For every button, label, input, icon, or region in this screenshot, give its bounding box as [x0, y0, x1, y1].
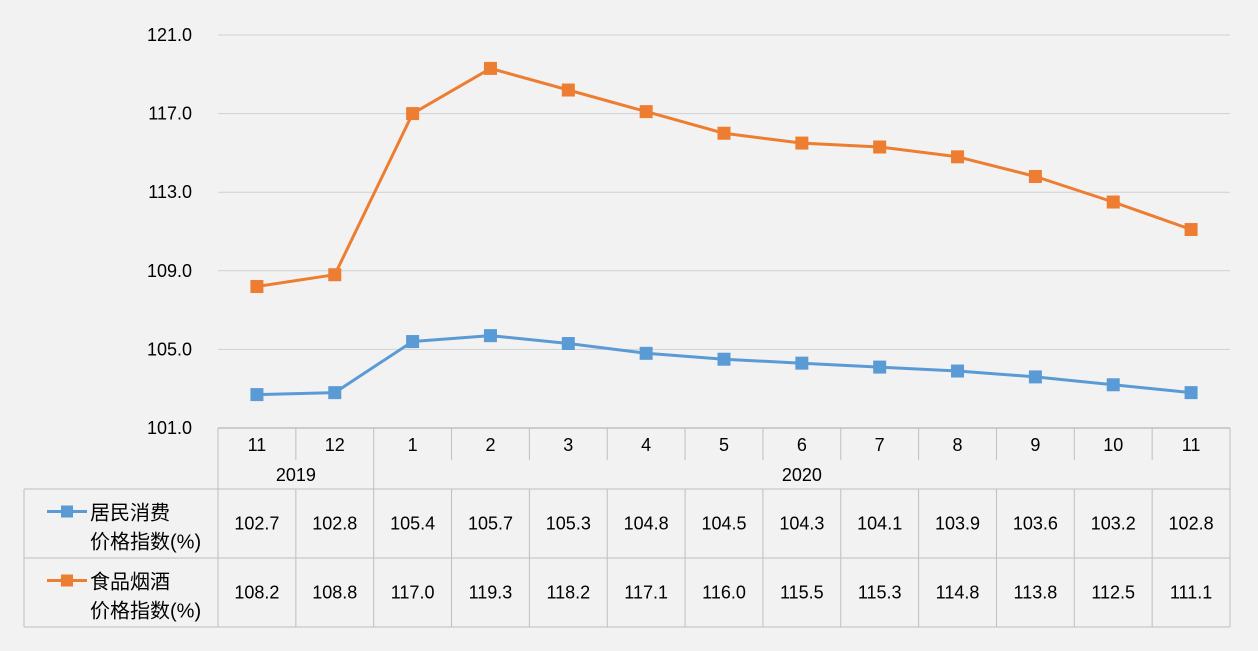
data-point — [561, 83, 575, 97]
category-label: 4 — [641, 435, 651, 455]
table-value: 104.1 — [857, 514, 902, 534]
y-tick-label: 101.0 — [147, 418, 192, 438]
category-label: 3 — [563, 435, 573, 455]
data-point — [406, 335, 420, 349]
table-value: 104.3 — [779, 514, 824, 534]
table-value: 103.9 — [935, 514, 980, 534]
legend-label-line1: 居民消费 — [90, 502, 170, 525]
table-value: 102.7 — [234, 514, 279, 534]
category-label: 5 — [719, 435, 729, 455]
data-point — [1028, 370, 1042, 384]
data-point — [717, 352, 731, 366]
legend-label-line1: 食品烟酒 — [90, 571, 170, 594]
data-point — [328, 268, 342, 282]
year-label: 2020 — [782, 465, 822, 485]
data-point — [1028, 169, 1042, 183]
table-value: 103.2 — [1091, 514, 1136, 534]
data-point — [951, 150, 965, 164]
y-tick-label: 105.0 — [147, 339, 192, 359]
table-value: 115.5 — [780, 583, 824, 603]
data-point — [951, 364, 965, 378]
data-point — [250, 388, 264, 402]
data-point — [483, 329, 497, 343]
table-value: 104.5 — [701, 514, 746, 534]
table-value: 116.0 — [702, 583, 746, 603]
y-tick-label: 117.0 — [148, 104, 192, 124]
y-tick-label: 113.0 — [148, 182, 192, 202]
category-label: 12 — [325, 435, 345, 455]
table-value: 105.4 — [390, 514, 435, 534]
data-point — [483, 61, 497, 75]
y-tick-label: 121.0 — [147, 25, 192, 45]
category-label: 6 — [797, 435, 807, 455]
data-point — [1184, 386, 1198, 400]
category-label: 1 — [408, 435, 418, 455]
table-value: 117.1 — [624, 583, 668, 603]
table-value: 114.8 — [936, 583, 980, 603]
data-point — [1106, 378, 1120, 392]
data-point — [1106, 195, 1120, 209]
table-value: 105.7 — [468, 514, 513, 534]
table-value: 117.0 — [391, 583, 435, 603]
legend-marker — [61, 574, 73, 587]
data-point — [717, 126, 731, 140]
data-point — [1184, 223, 1198, 237]
category-label: 11 — [1182, 435, 1201, 455]
data-point — [561, 337, 575, 351]
category-label: 7 — [875, 435, 885, 455]
legend-label-line2: 价格指数(%) — [90, 531, 201, 554]
data-point — [795, 136, 809, 150]
data-point — [406, 107, 420, 121]
category-label: 10 — [1103, 435, 1123, 455]
table-value: 108.8 — [312, 583, 357, 603]
data-point — [639, 346, 653, 360]
table-value: 103.6 — [1013, 514, 1058, 534]
data-point — [328, 386, 342, 400]
category-label: 2 — [485, 435, 495, 455]
category-label: 9 — [1030, 435, 1040, 455]
year-label: 2019 — [276, 465, 316, 485]
data-point — [795, 356, 809, 370]
y-axis-ticks: 101.0 105.0 109.0 113.0 117.0 121.0 — [147, 25, 192, 438]
category-label: 11 — [248, 435, 267, 455]
table-value: 112.5 — [1091, 583, 1135, 603]
data-point — [873, 360, 887, 374]
y-tick-label: 109.0 — [147, 261, 192, 281]
table-value: 115.3 — [858, 583, 902, 603]
table-value: 105.3 — [546, 514, 591, 534]
data-point — [639, 105, 653, 119]
table-value: 119.3 — [469, 583, 513, 603]
table-value: 118.2 — [546, 583, 590, 603]
table-value: 104.8 — [624, 514, 669, 534]
series-line — [256, 66, 1192, 288]
table-value: 108.2 — [234, 583, 279, 603]
table-value: 102.8 — [1169, 514, 1214, 534]
category-label: 8 — [953, 435, 963, 455]
table-value: 111.1 — [1170, 583, 1212, 603]
legend-marker — [61, 505, 73, 518]
table-value: 102.8 — [312, 514, 357, 534]
data-point — [873, 140, 887, 154]
table-value: 113.8 — [1014, 583, 1058, 603]
series-layer — [250, 61, 1198, 402]
data-point — [250, 280, 264, 294]
gridlines — [218, 34, 1230, 429]
legend-label-line2: 价格指数(%) — [90, 600, 201, 623]
